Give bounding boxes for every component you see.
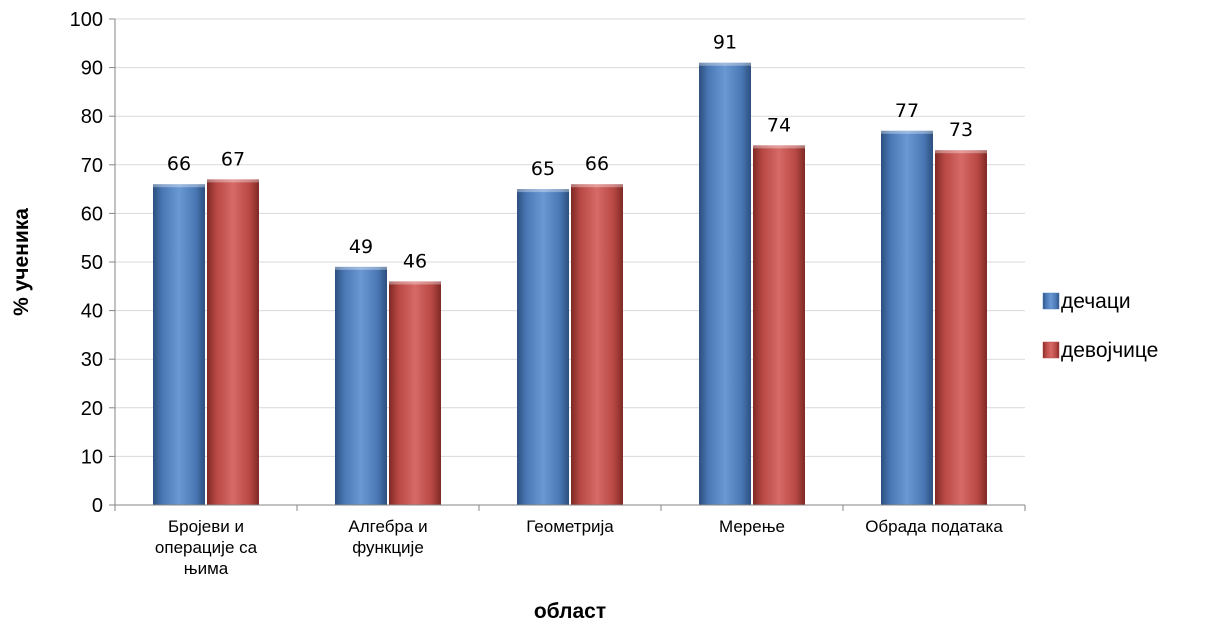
data-label: 65 [531,158,555,180]
bar-girls [571,184,623,506]
x-tick-label-line: Бројеви и [168,517,244,536]
bar-top-highlight [571,184,623,188]
x-tick-label: Мерење [719,517,785,536]
x-tick-label: Геометрија [526,517,614,536]
bar-top-highlight [935,150,987,154]
y-tick-label: 0 [92,495,103,517]
bar-boys [335,266,387,505]
data-label: 67 [221,148,245,170]
data-label: 74 [767,114,791,136]
y-tick-label: 60 [81,203,103,225]
bar-top-highlight [153,184,205,188]
legend-label: девојчице [1061,339,1158,362]
x-tick-label-line: Обрада података [865,517,1003,536]
y-tick-label: 70 [81,155,103,177]
legend-swatch [1042,341,1060,359]
legend-label: дечаци [1061,290,1131,313]
bar-top-highlight [207,179,259,183]
bar-top-highlight [881,130,933,134]
y-tick-label: 80 [81,106,103,128]
x-tick-label-line: функције [352,538,424,557]
data-label: 49 [349,236,373,258]
gridlines [115,18,1025,457]
bar-top-highlight [753,145,805,149]
y-tick-label: 10 [81,446,103,468]
x-tick-label: Алгебра и функције [348,517,427,557]
y-tick-label: 50 [81,252,103,274]
data-label: 66 [167,153,191,175]
y-tick-label: 30 [81,349,103,371]
bar-top-highlight [699,62,751,66]
y-tick-label: 100 [70,9,103,31]
bar-girls [207,179,259,505]
x-tick-label-line: Геометрија [526,517,614,536]
bar-top-highlight [335,266,387,270]
data-label: 46 [403,250,427,272]
x-tick-label: Бројеви и операције са њима [155,517,258,578]
bars [153,62,987,506]
bar-girls [389,281,441,505]
data-label: 77 [895,100,919,122]
legend-swatch [1042,292,1060,310]
bar-boys [517,189,569,505]
x-tick-label: Обрада података [865,517,1003,536]
bar-boys [153,184,205,506]
x-tick-label-line: Алгебра и [348,517,427,536]
bar-girls [935,150,987,505]
x-tick-label-line: Мерење [719,517,785,536]
bar-boys [699,62,751,506]
x-tick-label-line: њима [184,559,229,578]
data-label: 73 [949,119,973,141]
data-label: 91 [713,32,737,54]
bar-top-highlight [389,281,441,285]
labels: 0 10 20 30 40 50 60 70 80 90 100 66 67 Бројеви и опера… [70,9,1004,578]
bar-top-highlight [517,189,569,193]
data-label: 66 [585,153,609,175]
y-tick-label: 20 [81,398,103,420]
y-tick-label: 90 [81,58,103,80]
legend: дечаци девојчице [1042,290,1158,362]
y-axis-title: % ученика [10,208,33,316]
y-tick-label: 40 [81,301,103,323]
x-axis-title: област [534,600,606,623]
axes [109,18,1026,511]
bar-girls [753,145,805,506]
x-tick-label-line: операције са [155,538,258,557]
bar-boys [881,130,933,505]
